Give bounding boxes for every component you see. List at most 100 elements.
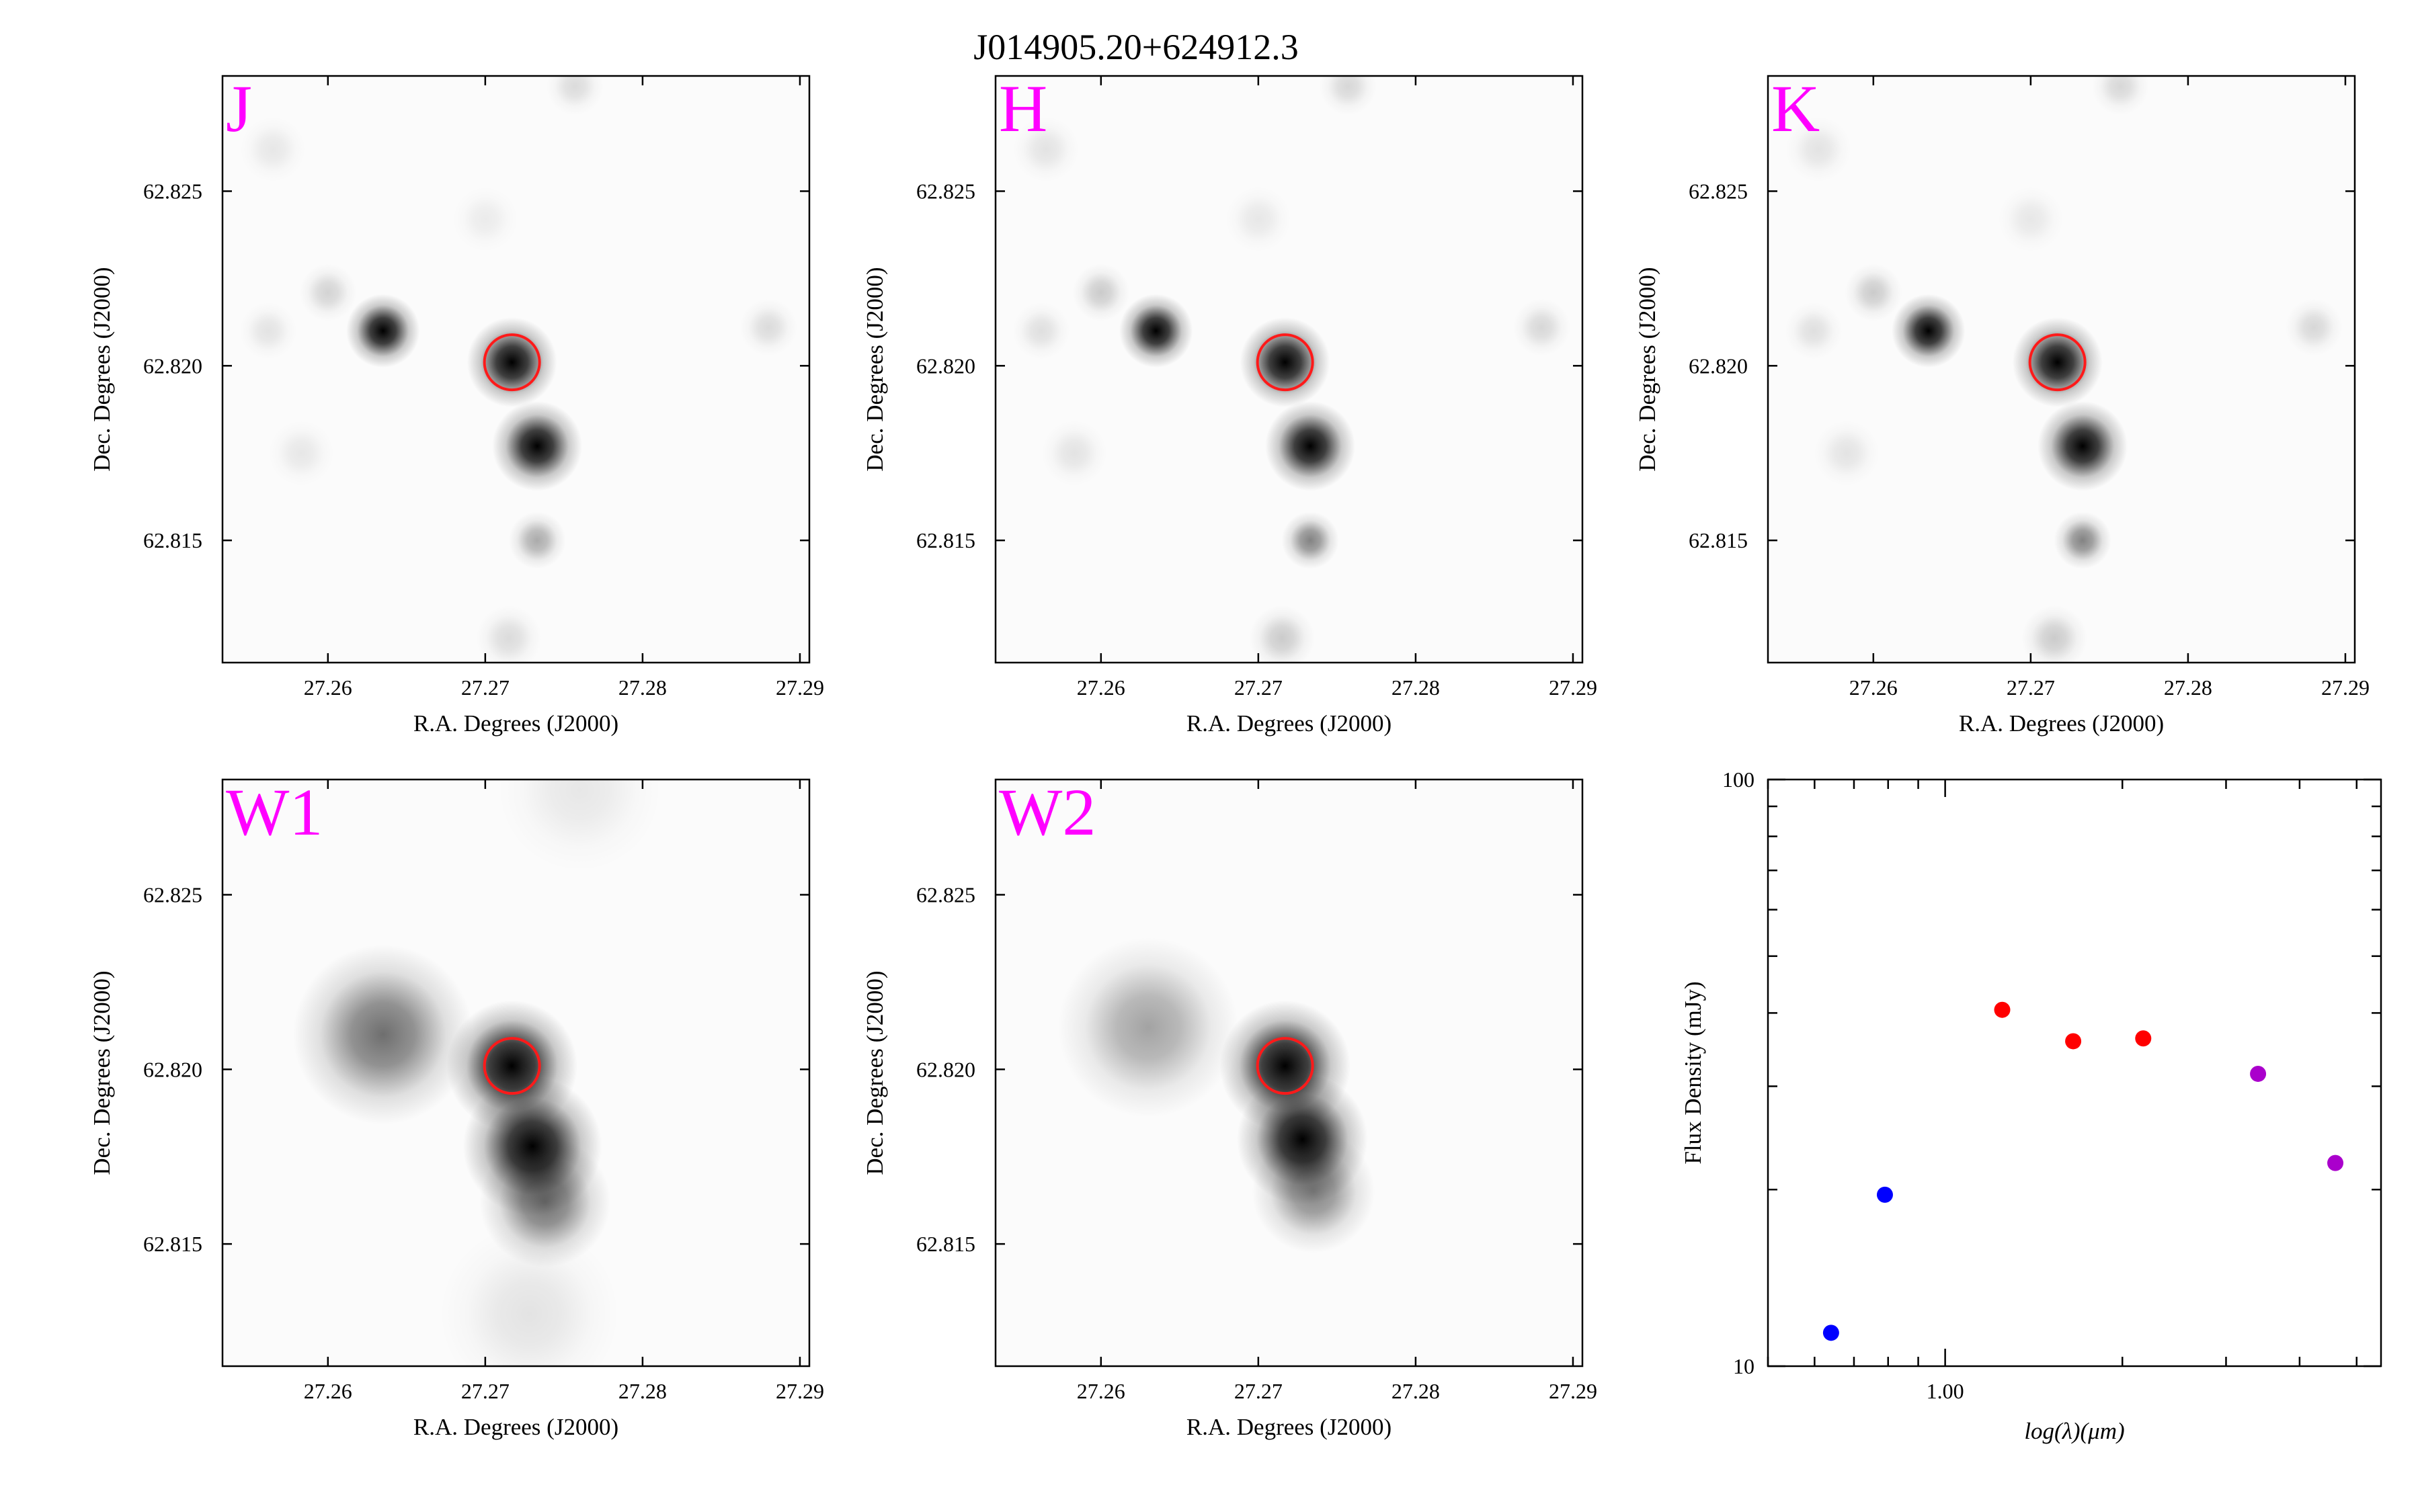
star-blob — [1265, 401, 1356, 491]
y-tick-label: 62.825 — [916, 882, 975, 907]
plot-frame — [221, 778, 811, 1368]
band-label-j: J — [226, 71, 252, 146]
star-blob — [1513, 298, 1570, 356]
star-blob — [1281, 511, 1339, 569]
y-axis-label: Dec. Degrees (J2000) — [89, 267, 115, 471]
star-blob — [346, 294, 420, 368]
star-blob — [1319, 76, 1377, 116]
y-axis-label: Dec. Degrees (J2000) — [1634, 267, 1660, 471]
star-blob — [268, 420, 334, 486]
x-axis-label: R.A. Degrees (J2000) — [413, 710, 618, 737]
plot-frame — [1767, 778, 2382, 1368]
target-marker-circle — [1256, 1037, 1314, 1095]
y-axis-label: Dec. Degrees (J2000) — [862, 970, 888, 1175]
y-tick-label: 100 — [1722, 767, 1755, 792]
star-blob — [1240, 317, 1330, 408]
star-blob — [1249, 605, 1315, 663]
x-tick-label: 27.28 — [618, 1379, 667, 1403]
panel-j: 27.26 27.27 27.28 27.29 62.815 62.820 62.825 R.… — [89, 71, 824, 737]
x-tick-label: 27.29 — [1549, 675, 1597, 700]
star-blob — [239, 302, 297, 360]
x-tick-label: 27.27 — [461, 675, 510, 700]
x-tick-label: 27.27 — [461, 1379, 510, 1403]
star-blob — [240, 116, 306, 182]
star-blob — [2285, 298, 2343, 356]
target-marker-circle — [483, 1037, 541, 1095]
y-tick-label: 10 — [1733, 1354, 1755, 1378]
panel-w1: 27.26 27.27 27.28 27.29 62.815 62.820 62.825 R.… — [89, 775, 824, 1440]
star-blob — [1041, 420, 1107, 486]
y-axis-label: Dec. Degrees (J2000) — [89, 970, 115, 1175]
y-tick-label: 62.820 — [916, 353, 975, 378]
plot-frame — [994, 75, 1584, 664]
data-point — [2065, 1033, 2082, 1050]
star-blob — [1012, 302, 1070, 360]
star-blob — [2038, 401, 2128, 491]
data-point — [1876, 1186, 1893, 1203]
star-blob — [1072, 263, 1130, 321]
star-blob — [2021, 605, 2087, 663]
x-tick-label: 27.26 — [1077, 1379, 1125, 1403]
figure-title: J014905.20+624912.3 — [973, 27, 1298, 67]
plot-frame — [1767, 75, 2356, 664]
star-blob — [2054, 511, 2111, 569]
y-axis-label: Flux Density (mJy) — [1680, 981, 1706, 1164]
panel-sed: 1.00 10 100 log(λ)(μm) Flux Density (mJy) — [1680, 767, 2382, 1444]
star-blob — [2091, 76, 2149, 116]
x-tick-label: 27.27 — [2007, 675, 2055, 700]
target-marker-circle — [1256, 333, 1314, 392]
star-blob — [508, 511, 566, 569]
star-blob — [1785, 116, 1851, 182]
data-point — [2327, 1154, 2344, 1171]
plot-frame — [221, 75, 811, 664]
panel-k: 27.26 27.27 27.28 27.29 62.815 62.820 62.825 R.… — [1634, 71, 2370, 737]
star-blob — [452, 186, 518, 252]
y-tick-label: 62.815 — [1689, 528, 1748, 552]
x-tick-label: 1.00 — [1927, 1379, 1964, 1403]
x-tick-label: 27.26 — [304, 675, 352, 700]
star-blob — [1998, 186, 2064, 252]
x-tick-label: 27.28 — [1392, 675, 1440, 700]
y-tick-label: 62.825 — [1689, 179, 1748, 203]
x-tick-label: 27.29 — [776, 675, 824, 700]
x-tick-label: 27.29 — [2321, 675, 2370, 700]
x-tick-label: 27.28 — [2164, 675, 2212, 700]
band-label-h: H — [999, 71, 1047, 146]
target-marker-circle — [2028, 333, 2087, 392]
band-label-w2: W2 — [999, 775, 1096, 849]
star-blob — [1225, 186, 1291, 252]
y-tick-label: 62.825 — [143, 882, 202, 907]
y-tick-label: 62.825 — [143, 179, 202, 203]
y-tick-label: 62.820 — [1689, 353, 1748, 378]
band-label-w1: W1 — [226, 775, 323, 849]
star-blob — [1058, 937, 1238, 1118]
x-tick-label: 27.28 — [1392, 1379, 1440, 1403]
y-axis-label: Dec. Degrees (J2000) — [862, 267, 888, 471]
x-axis-label: log(λ)(μm) — [2024, 1418, 2124, 1444]
star-blob — [476, 605, 542, 663]
star-blob — [1785, 302, 1843, 360]
target-marker-circle — [483, 333, 541, 392]
y-tick-label: 62.815 — [143, 1232, 202, 1256]
plot-frame — [994, 778, 1584, 1368]
star-blob — [1252, 1130, 1375, 1253]
star-blob — [1119, 294, 1193, 368]
x-axis-label: R.A. Degrees (J2000) — [1186, 1414, 1392, 1440]
data-point — [2250, 1065, 2267, 1082]
y-tick-label: 62.815 — [916, 528, 975, 552]
star-blob — [292, 944, 473, 1125]
x-tick-label: 27.28 — [618, 675, 667, 700]
star-blob — [1891, 294, 1966, 368]
star-blob — [1845, 263, 1902, 321]
star-blob — [299, 263, 357, 321]
star-blob — [497, 780, 661, 872]
star-blob — [1814, 420, 1880, 486]
data-point — [1994, 1001, 2011, 1018]
x-tick-label: 27.27 — [1234, 675, 1283, 700]
x-axis-label: R.A. Degrees (J2000) — [1959, 710, 2164, 737]
star-blob — [492, 401, 583, 491]
panel-h: 27.26 27.27 27.28 27.29 62.815 62.820 62.825 R.… — [862, 71, 1597, 737]
star-blob — [2012, 317, 2103, 408]
y-tick-label: 62.820 — [143, 1057, 202, 1081]
